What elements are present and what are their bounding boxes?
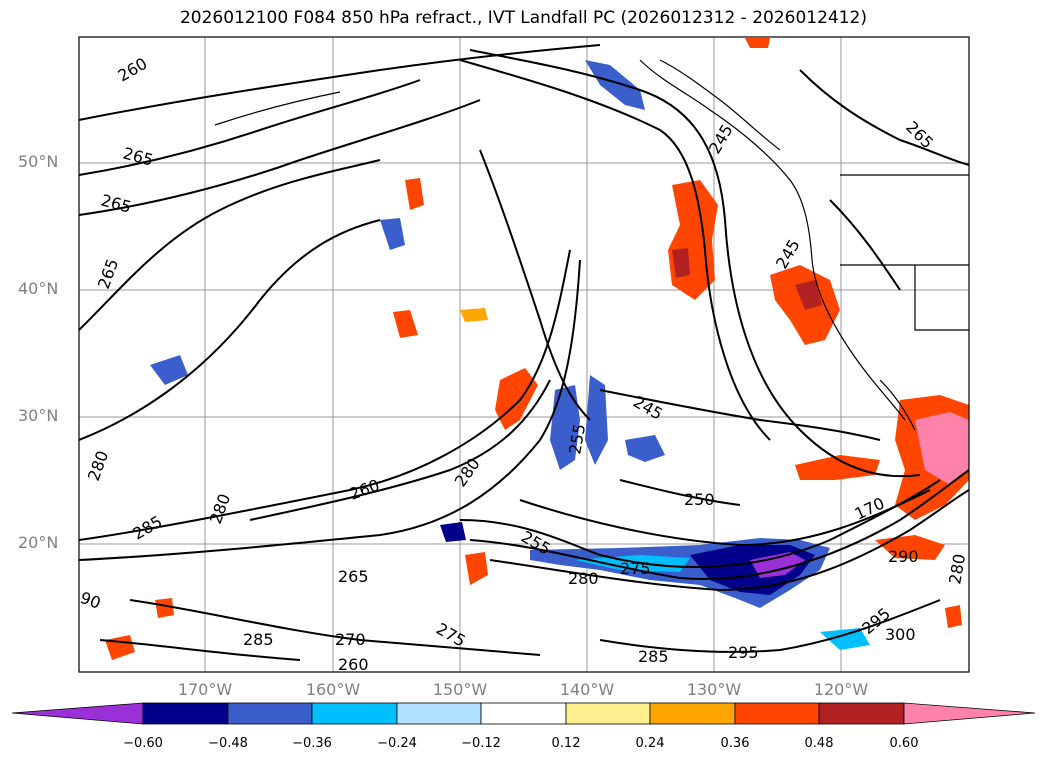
colorbar-tick-label: 0.48 [804,736,834,751]
lon-tick-label: 120°W [813,680,869,699]
contour-label: 265 [338,567,369,586]
contour-label: 295 [728,643,759,662]
colorbar-tick-label: 0.12 [551,736,581,751]
lat-tick-label: 40°N [18,279,59,298]
lon-tick-label: 170°W [177,680,233,699]
colorbar-tick-label: 0.60 [889,736,919,751]
contour-label: 250 [684,490,715,509]
lat-tick-label: 30°N [18,406,59,425]
contour-label: 270 [335,630,366,649]
colorbar-bin [480,702,567,725]
colorbar-bin [565,702,651,725]
colorbar-tick-label: 0.24 [635,736,665,751]
lon-tick-label: 130°W [686,680,742,699]
colorbar-tick-label: 0.36 [720,736,750,751]
lat-tick-label: 50°N [18,152,59,171]
colorbar-bin [818,702,905,725]
map-title: 2026012100 F084 850 hPa refract., IVT La… [179,8,867,28]
contour-label: 280 [568,569,599,588]
colorbar-bin [396,702,482,725]
colorbar-bin [311,702,398,725]
contour-lines [79,44,969,661]
colorbar-tick-label: −0.36 [292,736,332,751]
lon-tick-label: 150°W [432,680,488,699]
colorbar-over-arrow [903,702,1036,725]
contour-label: 260 [338,655,369,674]
contour-label: 285 [243,630,274,649]
lon-tick-label: 140°W [559,680,615,699]
contour-label: 300 [885,625,916,644]
colorbar-tick-label: −0.48 [208,736,248,751]
plot-frame [78,36,970,673]
colorbar-bin [142,702,229,725]
colorbar-bin [649,702,736,725]
contour-label: 275 [620,559,651,578]
colorbar-tick-label: −0.12 [461,736,501,751]
contour-label: 290 [888,547,919,566]
contour-label: 285 [638,647,669,666]
colorbar-bin [227,702,313,725]
colorbar-tick-label: −0.60 [123,736,163,751]
colorbar-under-arrow [11,702,144,725]
colorbar [11,702,1036,725]
colorbar-tick-label: −0.24 [377,736,417,751]
coastlines [214,59,969,431]
lon-tick-label: 160°W [305,680,361,699]
lat-tick-label: 20°N [18,533,59,552]
colorbar-bin [734,702,820,725]
